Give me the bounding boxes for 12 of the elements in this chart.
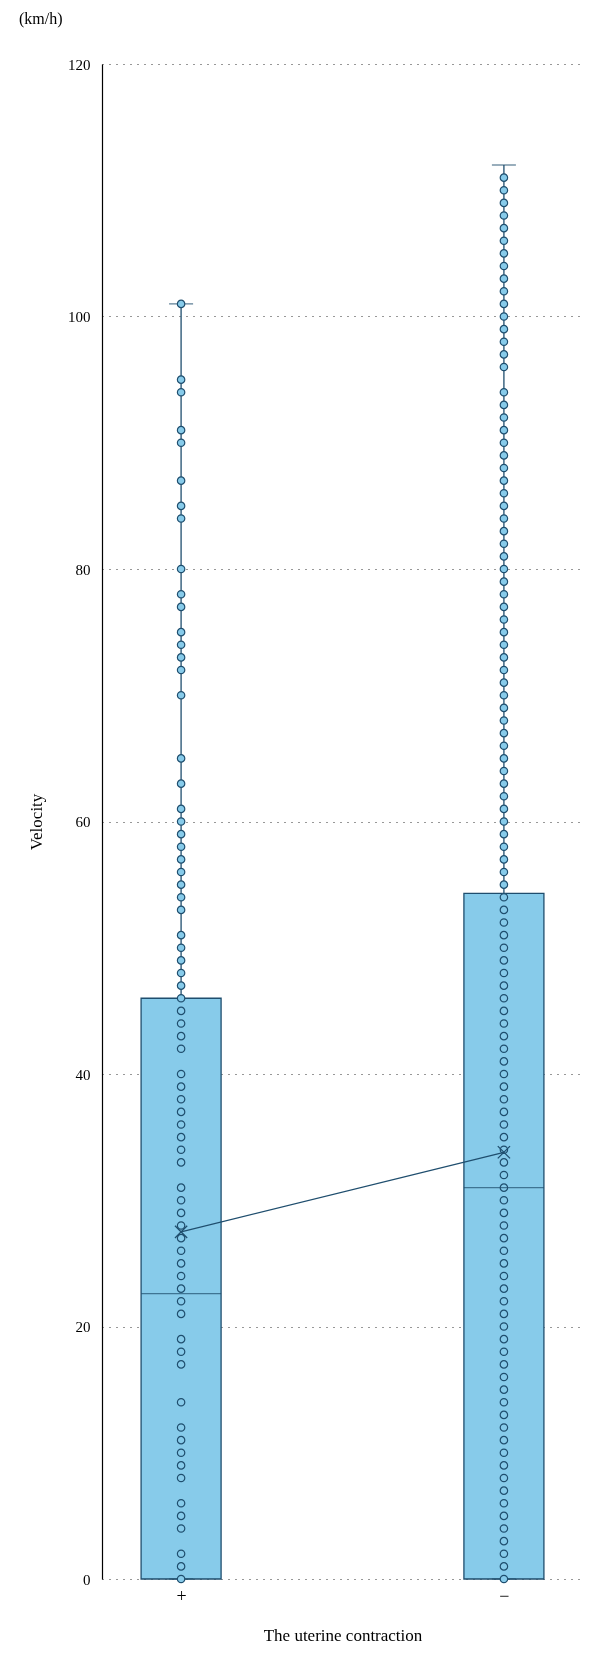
x-tick-label: +: [176, 1585, 187, 1606]
y-tick-label: 20: [75, 1319, 91, 1335]
y-tick-label: 60: [75, 814, 91, 830]
y-tick-label: 120: [68, 56, 91, 73]
x-tick-label: −: [499, 1585, 510, 1606]
y-tick-label: 40: [75, 1066, 91, 1083]
y-tick-label: 100: [68, 309, 91, 325]
y-tick-label: 0: [83, 1571, 91, 1588]
y-axis-title: Velocity: [27, 793, 46, 851]
text: (km/h): [19, 10, 63, 28]
y-tick-label: 80: [75, 561, 91, 578]
x-axis-title: The uterine contraction: [263, 1625, 423, 1645]
